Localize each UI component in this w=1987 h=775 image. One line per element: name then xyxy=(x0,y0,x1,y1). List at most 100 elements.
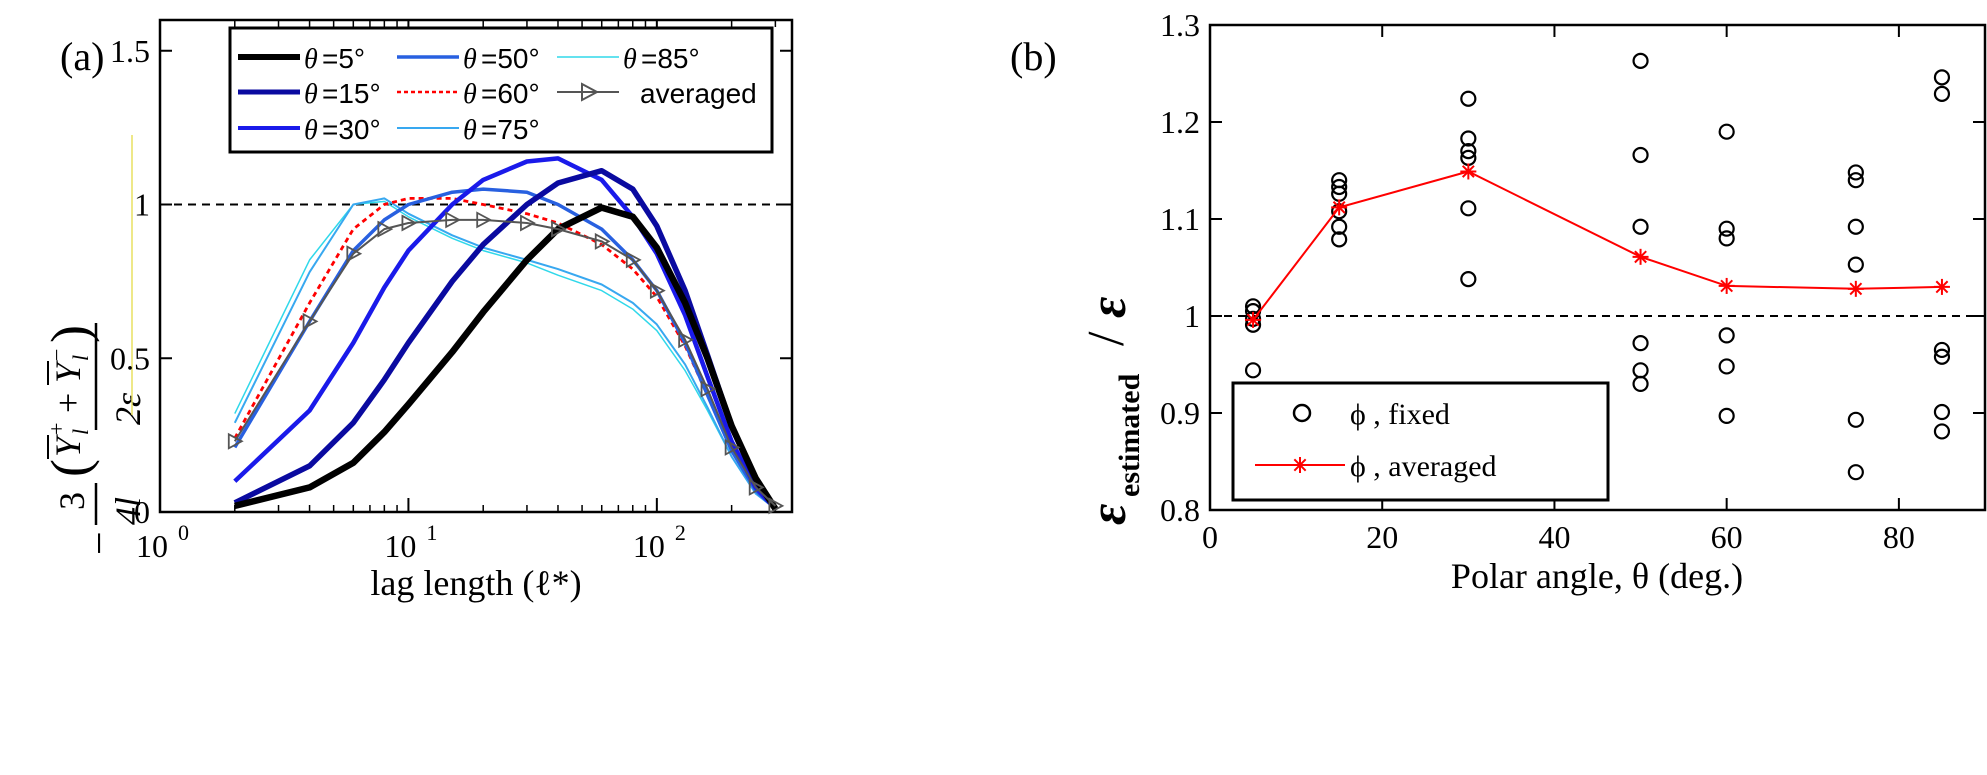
x-tick-label-a: 10 xyxy=(633,528,665,564)
averaged-line-b xyxy=(1252,170,1942,321)
fixed-point xyxy=(1718,407,1735,425)
legend-label-50: =50° xyxy=(481,43,540,74)
y-axis-label-a: − 3 4l ( Y l + + Y l − ) 2ε xyxy=(40,323,148,555)
y-tick-label-b: 0.8 xyxy=(1160,492,1200,528)
y-tick-label-a: 0 xyxy=(134,494,150,530)
legend-theta-85: θ xyxy=(623,44,637,75)
ylabel-three: 3 xyxy=(52,492,92,510)
fixed-point xyxy=(1460,143,1477,160)
legend-marker-fixed xyxy=(1292,403,1312,423)
x-tick-label-b: 60 xyxy=(1711,519,1743,555)
plot-frame-b xyxy=(1208,23,1987,512)
x-tick-label-b: 0 xyxy=(1202,519,1218,555)
y-tick-label-a: 0.5 xyxy=(110,340,150,376)
ylabel-b-sub: estimated xyxy=(1113,373,1146,497)
averaged-marker-b xyxy=(1847,280,1864,297)
legend-theta-50: θ xyxy=(463,44,477,75)
ylabel-minus-sup: − xyxy=(44,349,69,361)
star-stroke xyxy=(1332,200,1346,214)
y-tick-label-a: 1 xyxy=(134,187,150,223)
fixed-point xyxy=(1331,178,1348,196)
ylabel-minus: − xyxy=(77,531,123,555)
fixed-point xyxy=(1847,172,1864,189)
averaged-marker xyxy=(445,211,462,229)
fixed-point xyxy=(1933,423,1951,440)
star-stroke xyxy=(1935,280,1949,294)
y-tick-label-b: 1.1 xyxy=(1160,201,1200,237)
averaged-marker-b xyxy=(1933,278,1950,295)
averaged-marker xyxy=(401,214,418,232)
panel-b: (b) ε estimated / ε 0.8 0.9 1 1.1 1.2 1.3 0 20 4… xyxy=(1010,7,1987,596)
series-line-3 xyxy=(233,187,777,511)
averaged-marker xyxy=(724,438,741,456)
legend-theta-30: θ xyxy=(304,115,318,146)
averaged-marker xyxy=(377,220,394,238)
averaged-marker xyxy=(625,251,642,269)
fixed-point xyxy=(1244,362,1262,379)
legend-label-5: =5° xyxy=(322,43,365,74)
averaged-marker xyxy=(649,282,666,300)
averaged-marker-b xyxy=(1632,248,1649,265)
ylabel-l1: l xyxy=(68,429,93,435)
fixed-point xyxy=(1632,335,1649,352)
ylabel-y2: Y xyxy=(48,359,88,383)
ylabel-y1: Y xyxy=(48,433,88,457)
averaged-marker xyxy=(302,312,319,330)
fixed-point xyxy=(1632,362,1649,379)
legend-theta-15: θ xyxy=(304,79,318,110)
legend-label-15: =15° xyxy=(322,78,381,109)
legend-label-fixed: ϕ , fixed xyxy=(1350,398,1450,431)
averaged-marker xyxy=(227,432,244,450)
legend-theta-5: θ xyxy=(304,44,318,75)
averaged-marker-b xyxy=(1245,311,1262,328)
averaged-marker xyxy=(768,497,785,515)
x-tick-exp-a: 2 xyxy=(675,520,686,545)
legend-marker-averaged-b xyxy=(1292,457,1308,473)
series-line-7 xyxy=(233,218,777,507)
averaged-marker xyxy=(346,245,363,263)
star-stroke xyxy=(1720,279,1734,293)
x-axis-label-b: Polar angle, θ (deg.) xyxy=(1451,556,1743,596)
fixed-point xyxy=(1847,411,1864,428)
fixed-point xyxy=(1460,130,1477,147)
legend-b: ϕ , fixed ϕ , averaged xyxy=(1231,381,1610,502)
fixed-point xyxy=(1331,218,1348,235)
fixed-point xyxy=(1718,327,1735,344)
legend-theta-75: θ xyxy=(463,115,477,146)
ylabel-plus: + xyxy=(48,393,88,413)
averaged-marker-b xyxy=(1718,277,1735,294)
panel-a: (a) − 3 4l ( Y l + + Y l − ) 2ε 0 0.5 1 1.5… xyxy=(40,18,794,603)
ylabel-b-slash: / xyxy=(1078,331,1135,346)
star-stroke xyxy=(1293,458,1307,472)
averaged-marker-b xyxy=(1331,199,1348,216)
fixed-point xyxy=(1331,231,1348,248)
fixed-point xyxy=(1933,69,1951,86)
ylabel-plus-sup: + xyxy=(44,423,69,435)
fixed-point xyxy=(1718,230,1735,247)
y-tick-label-b: 0.9 xyxy=(1160,395,1200,431)
ylabel-two-eps: 2ε xyxy=(108,392,148,425)
averaged-marker-b xyxy=(1460,163,1477,180)
x-tick-label-a: 10 xyxy=(136,528,168,564)
ylabel-four-l: 4l xyxy=(108,497,148,525)
ylabel-rparen: ) xyxy=(40,325,100,343)
fixed-point xyxy=(1632,146,1649,164)
fixed-point xyxy=(1718,220,1735,237)
fixed-point xyxy=(1460,271,1477,288)
y-tick-label-a: 1.5 xyxy=(110,33,150,69)
y-axis-label-b: ε estimated / ε xyxy=(1078,297,1146,525)
ylabel-lparen: ( xyxy=(40,459,100,477)
legend-theta-60: θ xyxy=(463,79,477,110)
fixed-point xyxy=(1460,90,1477,107)
x-tick-label-b: 40 xyxy=(1538,519,1570,555)
fixed-point xyxy=(1933,348,1951,365)
averaged-marker xyxy=(476,211,493,229)
legend-marker-avg xyxy=(581,82,600,102)
legend-label-averaged: averaged xyxy=(640,78,757,109)
x-tick-exp-a: 1 xyxy=(426,520,437,545)
averaged-marker xyxy=(678,331,695,349)
fixed-point xyxy=(1632,218,1649,235)
legend-label-averaged-b: ϕ , averaged xyxy=(1350,450,1497,483)
averaged-marker xyxy=(594,232,611,250)
fixed-point xyxy=(1632,375,1649,392)
